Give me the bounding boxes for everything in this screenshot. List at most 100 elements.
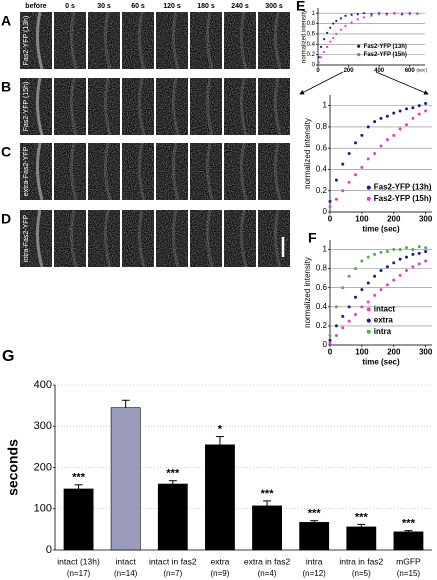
- data-point: [360, 259, 364, 263]
- micrograph-noise: [122, 210, 154, 267]
- x-axis-label: time (sec): [362, 225, 400, 234]
- y-axis-label: normalized intensity: [303, 118, 312, 189]
- data-point: [385, 249, 389, 253]
- y-tick-label: 1: [323, 245, 328, 254]
- data-point: [339, 17, 343, 20]
- legend-marker: [366, 196, 371, 201]
- y-tick-label: 200: [34, 461, 52, 473]
- data-point: [341, 286, 345, 290]
- membrane: [239, 11, 248, 70]
- column-header: 30 s: [97, 3, 111, 10]
- data-point: [411, 252, 415, 256]
- legend-marker: [366, 307, 371, 312]
- data-point: [417, 262, 421, 266]
- legend-label: Fas2-YFP (13h): [374, 183, 432, 192]
- micrograph-noise: [54, 210, 86, 267]
- data-point: [317, 56, 320, 59]
- data-point: [335, 32, 338, 36]
- data-point: [424, 249, 428, 253]
- membrane: [35, 77, 44, 136]
- x-tick-label: extra: [210, 556, 229, 566]
- x-tick-label: mGFP: [396, 556, 421, 566]
- data-point: [370, 14, 373, 17]
- data-point: [400, 12, 404, 15]
- n-label: (n=5): [352, 569, 371, 578]
- membrane: [69, 77, 78, 136]
- micrograph-noise: [190, 143, 222, 200]
- micrograph-noise: [88, 210, 120, 267]
- legend-label: intra: [374, 327, 392, 336]
- row-label: Fas2-YFP (15h): [23, 82, 30, 132]
- significance-label: ***: [261, 488, 275, 500]
- legend-marker: [357, 44, 361, 48]
- membrane: [103, 11, 112, 70]
- bar: [205, 444, 235, 551]
- micrograph-noise: [156, 143, 188, 200]
- legend-label: Fas2-YFP (15h): [374, 194, 432, 203]
- y-tick-label: 0.4: [307, 42, 316, 48]
- legend-marker: [366, 329, 371, 334]
- y-tick-label: 0.6: [316, 143, 328, 152]
- n-label: (n=17): [67, 569, 91, 578]
- membrane: [171, 11, 180, 70]
- x-tick-label: 100: [355, 214, 369, 223]
- legend-marker: [366, 185, 371, 190]
- micrograph-noise: [258, 143, 290, 200]
- data-point: [393, 12, 396, 15]
- data-point: [417, 104, 421, 108]
- micrograph-noise: [224, 210, 256, 267]
- membrane: [171, 209, 180, 268]
- n-label: (n=4): [258, 569, 277, 578]
- data-point: [411, 106, 415, 110]
- data-point: [405, 123, 408, 127]
- data-point: [373, 293, 377, 297]
- data-point: [373, 252, 377, 256]
- x-tick-label: 0: [316, 68, 320, 74]
- data-point: [379, 116, 383, 120]
- y-axis-label: normalized intensity: [302, 10, 308, 63]
- micrograph-noise: [122, 12, 154, 69]
- zoom-arrow: [375, 71, 429, 95]
- column-header: 60 s: [131, 3, 145, 10]
- data-point: [347, 274, 351, 278]
- data-point: [323, 37, 326, 41]
- x-tick-label: intact in fas2: [149, 556, 197, 566]
- data-point: [411, 248, 415, 252]
- legend-label: Fas2-YFP (15h): [364, 52, 407, 58]
- micrograph-noise: [88, 12, 120, 69]
- data-point: [385, 138, 389, 142]
- data-point: [356, 18, 359, 21]
- data-point: [366, 157, 370, 161]
- data-point: [329, 26, 332, 29]
- membrane: [137, 142, 146, 201]
- n-label: (n=12): [303, 569, 327, 578]
- data-point: [360, 288, 364, 292]
- membrane: [103, 209, 112, 268]
- x-tick-label: extra in fas2: [244, 556, 291, 566]
- legend-marker: [366, 318, 371, 323]
- n-label: (n=9): [210, 569, 229, 578]
- data-point: [339, 28, 343, 31]
- y-tick-label: 0.2: [307, 52, 316, 58]
- data-point: [319, 45, 323, 48]
- x-tick-label: intra in fas2: [339, 556, 383, 566]
- y-tick-label: 0.8: [316, 264, 328, 273]
- membrane: [239, 77, 248, 136]
- data-point: [328, 199, 332, 203]
- bar: [393, 531, 424, 551]
- membrane: [239, 209, 248, 268]
- data-point: [398, 127, 402, 131]
- micrograph-noise: [54, 78, 86, 135]
- data-point: [392, 133, 396, 137]
- data-point: [334, 305, 338, 309]
- data-point: [354, 312, 357, 316]
- y-tick-label: 0.2: [316, 321, 328, 330]
- membrane: [273, 11, 282, 70]
- data-point: [347, 305, 351, 309]
- data-point: [417, 245, 421, 249]
- panel-letter: C: [1, 144, 11, 160]
- data-point: [398, 109, 402, 113]
- data-point: [405, 255, 408, 259]
- x-tick-label: 200: [387, 214, 401, 223]
- micrograph-noise: [258, 12, 290, 69]
